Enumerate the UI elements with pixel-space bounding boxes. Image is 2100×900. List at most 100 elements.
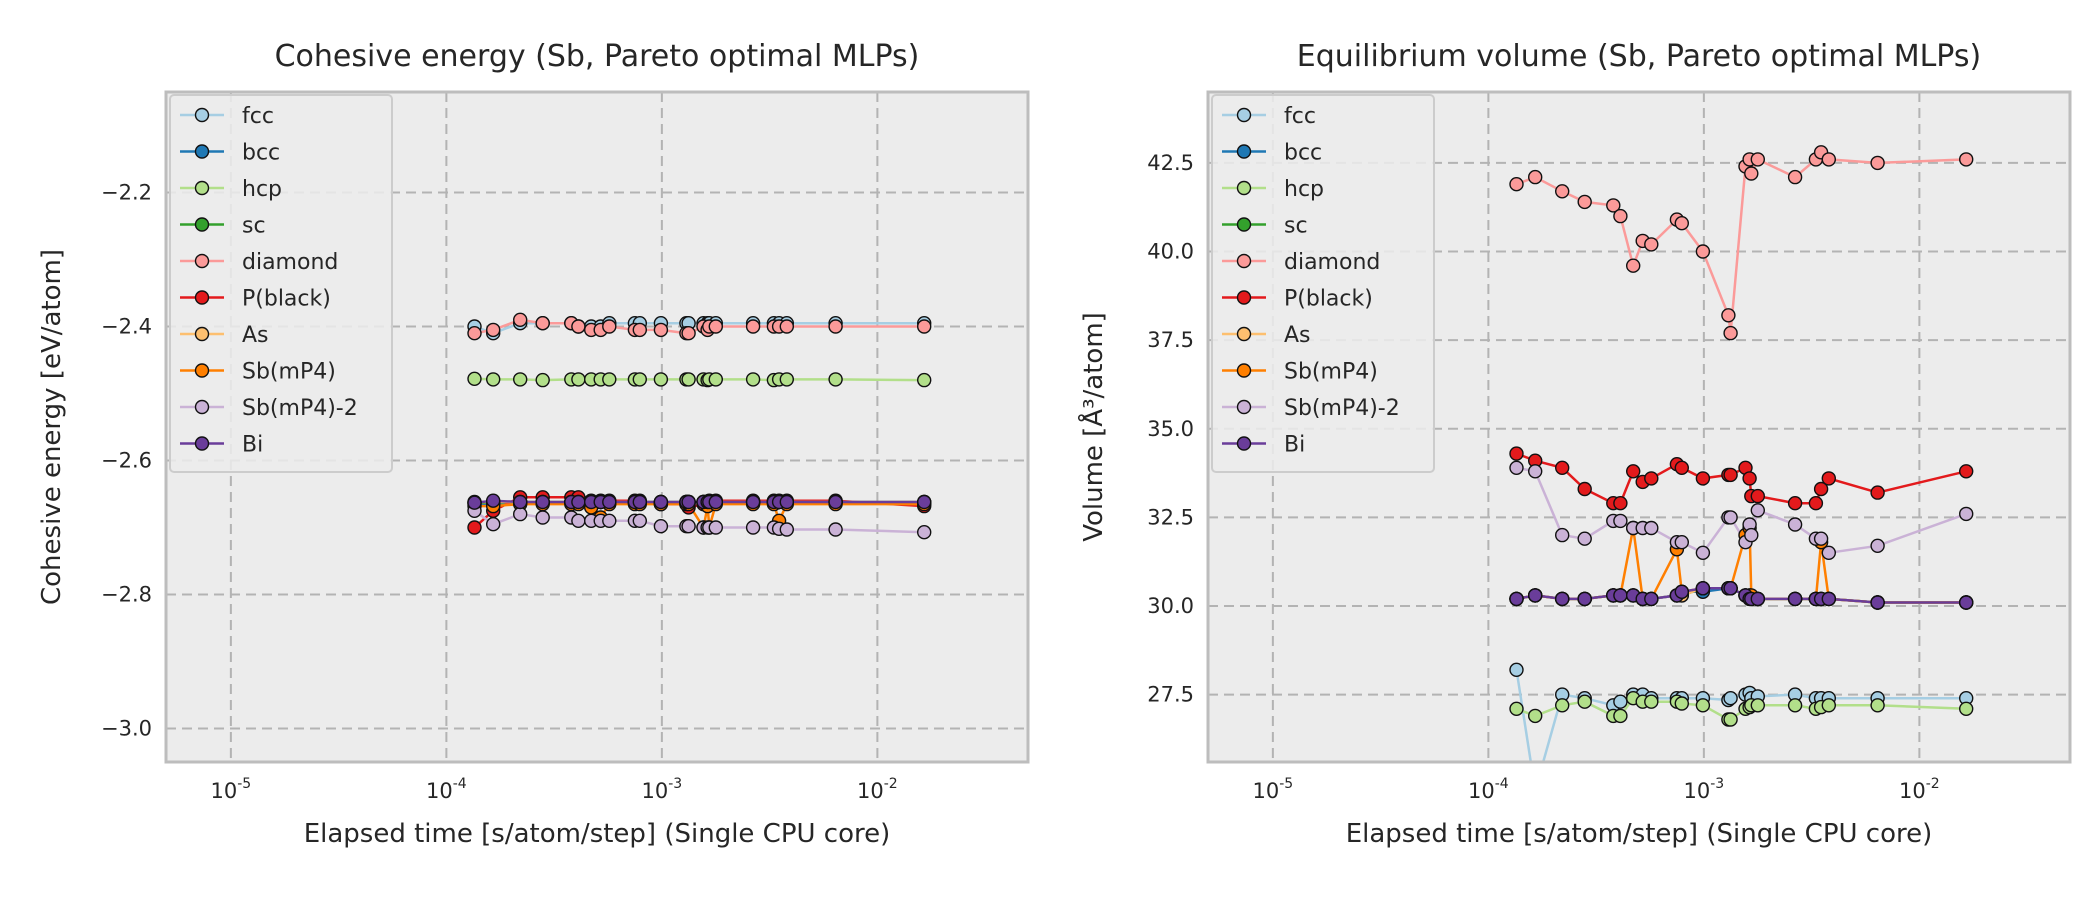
data-point — [681, 326, 696, 341]
data-point — [1870, 155, 1885, 171]
legend-marker — [1236, 217, 1252, 232]
x-tick-exponent: -4 — [1495, 776, 1509, 792]
data-point — [681, 372, 696, 387]
data-point — [535, 316, 550, 331]
y-tick-label: −2.4 — [101, 315, 152, 339]
data-point — [917, 319, 932, 334]
data-point — [653, 322, 669, 338]
legend-label: Sb(mP4)-2 — [1284, 396, 1400, 421]
data-point — [1750, 488, 1766, 504]
data-point — [535, 510, 550, 525]
data-point — [1644, 520, 1659, 536]
series-layer — [467, 312, 932, 540]
data-point — [828, 522, 843, 537]
data-point — [1613, 588, 1628, 603]
x-axis-label: Elapsed time [s/atom/step] (Single CPU c… — [1346, 819, 1933, 849]
data-point — [1674, 460, 1690, 475]
data-point — [1509, 701, 1524, 716]
data-point — [828, 319, 843, 334]
legend-label: fcc — [1284, 104, 1316, 129]
data-point — [917, 494, 932, 510]
legend-label: diamond — [1284, 250, 1380, 275]
data-point — [1554, 527, 1570, 543]
legend-marker — [194, 217, 210, 232]
legend-label: bcc — [242, 141, 280, 166]
data-point — [1644, 591, 1659, 607]
data-point — [745, 494, 761, 510]
x-tick-exponent: -4 — [453, 776, 467, 792]
data-point — [1644, 237, 1659, 252]
legend-item: P(black) — [1222, 287, 1373, 312]
legend-marker — [194, 436, 210, 451]
legend-box — [169, 94, 393, 473]
data-point — [1527, 169, 1543, 185]
y-tick-label: 27.5 — [1147, 683, 1194, 707]
y-axis-label: Volume [Å³/atom] — [1077, 312, 1109, 542]
data-point — [828, 494, 843, 510]
legend-item: Bi — [180, 433, 263, 458]
data-point — [653, 519, 669, 534]
legend-label: P(black) — [242, 287, 331, 312]
y-axis-label: Cohesive energy [eV/atom] — [37, 249, 67, 605]
chart-title: Equilibrium volume (Sb, Pareto optimal M… — [1297, 39, 1981, 74]
data-point — [1577, 694, 1592, 709]
x-tick-label: 10-4 — [426, 776, 467, 803]
data-point — [745, 319, 761, 334]
y-tick-label: 42.5 — [1147, 151, 1194, 175]
y-tick-label: 32.5 — [1147, 505, 1194, 529]
data-point — [1744, 527, 1759, 543]
x-tick-base: 10 — [1468, 779, 1495, 803]
x-tick-exponent: -2 — [884, 776, 898, 792]
data-point — [1723, 325, 1738, 341]
legend-item: sc — [1222, 214, 1308, 239]
data-point — [571, 513, 586, 528]
data-point — [1723, 581, 1738, 596]
data-point — [1529, 784, 1542, 797]
data-point — [602, 494, 617, 510]
plot-frame — [1206, 90, 2072, 764]
data-point — [1527, 464, 1543, 479]
y-tick-label: −2.8 — [101, 583, 152, 607]
data-point — [1695, 545, 1711, 560]
legend-label: hcp — [1284, 177, 1324, 202]
legend-item: Sb(mP4)-2 — [1222, 396, 1400, 421]
data-point — [1577, 591, 1592, 607]
data-point — [1787, 169, 1803, 185]
data-point — [708, 372, 723, 387]
legend-marker — [1236, 399, 1252, 415]
legend-box — [1211, 94, 1435, 473]
legend-label: hcp — [242, 177, 282, 202]
x-tick-base: 10 — [857, 779, 884, 803]
legend-item: diamond — [180, 250, 338, 275]
legend-label: Sb(mP4)-2 — [242, 396, 358, 421]
legend-marker — [194, 180, 210, 196]
x-tick-base: 10 — [211, 779, 238, 803]
data-point — [486, 493, 501, 508]
data-point — [513, 312, 528, 327]
data-point — [708, 494, 723, 510]
data-point — [1509, 460, 1524, 475]
legend-item: Sb(mP4)-2 — [180, 396, 358, 421]
data-point — [1554, 591, 1570, 607]
data-point — [1674, 535, 1690, 550]
legend-marker — [1236, 107, 1252, 123]
legend-label: Sb(mP4) — [1284, 360, 1378, 385]
data-point — [1870, 595, 1885, 610]
data-point — [632, 513, 647, 528]
x-tick-label: 10-2 — [857, 776, 898, 803]
x-tick-label: 10-3 — [642, 776, 683, 803]
data-point — [632, 494, 647, 510]
data-point — [681, 519, 696, 534]
data-point — [1554, 460, 1570, 475]
data-point — [513, 506, 528, 522]
legend-item: bcc — [180, 141, 280, 166]
chart-title: Cohesive energy (Sb, Pareto optimal MLPs… — [275, 39, 920, 74]
data-point — [1723, 467, 1738, 483]
data-point — [571, 319, 586, 334]
data-point — [571, 372, 586, 387]
data-point — [1613, 708, 1628, 724]
legend-marker — [194, 399, 210, 415]
y-tick-label: 30.0 — [1147, 594, 1194, 618]
data-point — [1509, 446, 1524, 461]
